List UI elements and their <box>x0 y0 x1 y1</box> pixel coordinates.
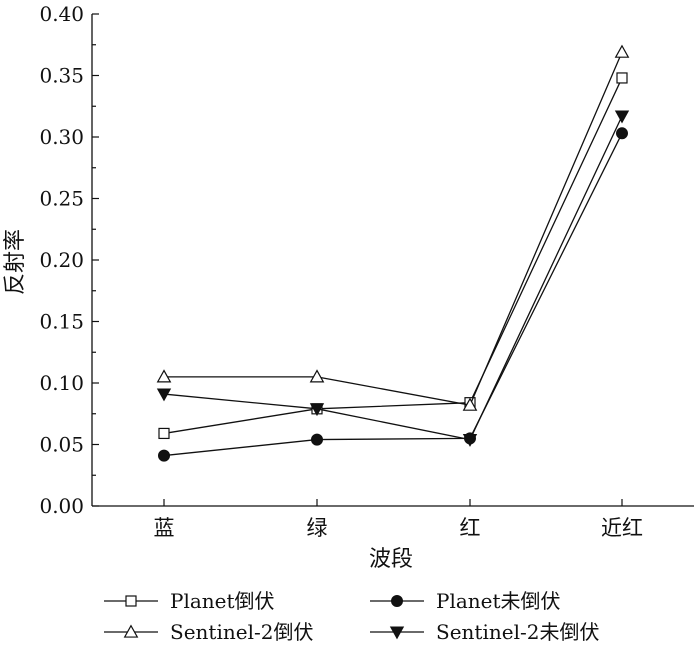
y-axis-ticks: 0.00 0.05 0.10 0.15 0.20 0.25 0.30 0.35 0.40 <box>39 2 99 518</box>
legend: Planet倒伏 Planet未倒伏 Sentinel-2倒伏 Sentinel-2未… <box>104 589 599 644</box>
data-point <box>616 127 628 140</box>
series-line <box>164 51 623 406</box>
series-sentinel2-non-lodged <box>156 110 630 447</box>
x-axis-ticks: 蓝 绿 红 近红 <box>154 499 643 540</box>
x-tick-label: 蓝 <box>154 516 175 540</box>
y-tick-label: 0.25 <box>39 187 84 211</box>
data-point <box>156 388 172 402</box>
series-line <box>163 77 623 435</box>
x-tick-label: 绿 <box>307 516 328 540</box>
y-tick-label: 0.35 <box>39 64 84 88</box>
data-point <box>614 44 630 58</box>
legend-label: Sentinel-2倒伏 <box>170 620 313 644</box>
legend-marker <box>125 595 137 607</box>
data-point <box>309 403 325 417</box>
data-point <box>309 369 325 383</box>
y-tick-label: 0.40 <box>39 2 84 26</box>
legend-item: Planet未倒伏 <box>370 589 561 613</box>
y-tick-label: 0.00 <box>39 494 84 518</box>
data-point <box>158 449 170 462</box>
legend-label: Planet未倒伏 <box>436 589 561 613</box>
legend-label: Planet倒伏 <box>170 589 275 613</box>
legend-label: Sentinel-2未倒伏 <box>436 620 599 644</box>
series-line <box>163 133 623 457</box>
data-point <box>156 369 172 383</box>
y-axis-label: 反射率 <box>3 229 28 295</box>
data-point <box>158 427 170 440</box>
plot-axes <box>91 14 694 507</box>
y-tick-label: 0.30 <box>39 125 84 149</box>
legend-marker <box>389 626 405 640</box>
legend-item: Sentinel-2倒伏 <box>104 620 313 644</box>
x-tick-label: 红 <box>460 516 481 540</box>
y-tick-label: 0.20 <box>39 248 84 272</box>
x-axis-label: 波段 <box>369 547 413 572</box>
legend-item: Planet倒伏 <box>104 589 275 613</box>
data-point <box>614 110 630 124</box>
data-point <box>311 433 323 446</box>
series-line <box>163 115 623 441</box>
series-layer <box>156 44 630 462</box>
y-tick-label: 0.10 <box>39 371 84 395</box>
data-point <box>462 434 478 447</box>
series-planet-non-lodged <box>158 127 628 462</box>
legend-marker <box>123 624 139 638</box>
series-sentinel2-lodged <box>156 44 630 411</box>
legend-item: Sentinel-2未倒伏 <box>370 620 599 644</box>
data-point <box>462 397 478 411</box>
y-tick-label: 0.15 <box>39 310 84 334</box>
x-tick-label: 近红 <box>601 516 643 540</box>
data-point <box>616 72 628 84</box>
y-tick-label: 0.05 <box>39 433 84 457</box>
legend-marker <box>391 595 403 607</box>
